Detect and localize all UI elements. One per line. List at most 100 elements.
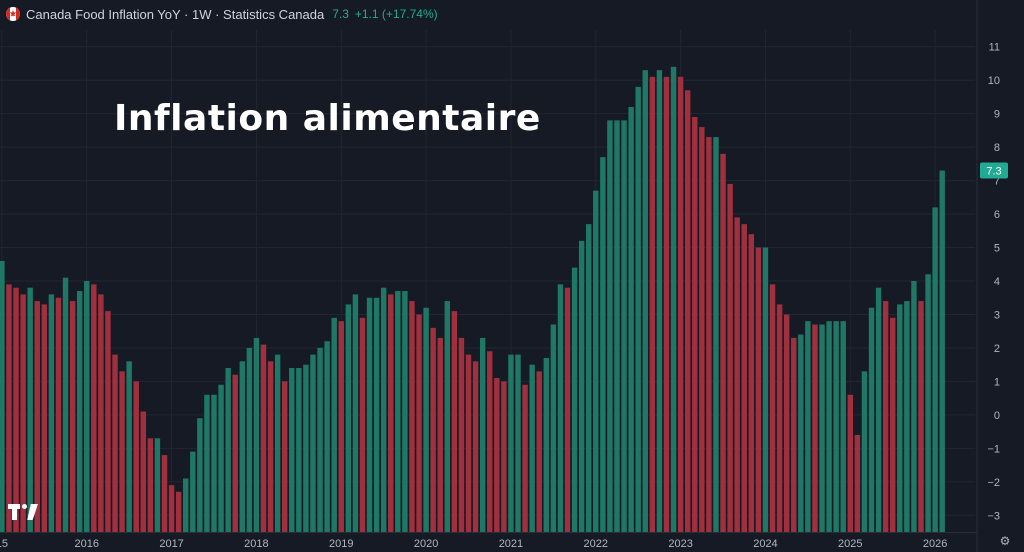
data-bar[interactable] bbox=[635, 86, 641, 532]
data-bar[interactable] bbox=[105, 311, 111, 532]
data-bar[interactable] bbox=[55, 297, 62, 532]
data-bar[interactable] bbox=[41, 304, 48, 532]
data-bar[interactable] bbox=[600, 157, 606, 532]
data-bar[interactable] bbox=[27, 287, 33, 532]
data-bar[interactable] bbox=[437, 337, 443, 532]
data-bar[interactable] bbox=[670, 66, 677, 533]
data-bar[interactable] bbox=[494, 378, 500, 532]
data-bar[interactable] bbox=[6, 284, 12, 532]
data-bar[interactable] bbox=[69, 301, 76, 532]
data-bar[interactable] bbox=[154, 438, 161, 532]
data-bar[interactable] bbox=[13, 287, 19, 532]
data-bar[interactable] bbox=[833, 321, 839, 532]
tradingview-logo-icon[interactable] bbox=[8, 502, 40, 522]
data-bar[interactable] bbox=[395, 291, 401, 532]
data-bar[interactable] bbox=[331, 317, 337, 532]
data-bar[interactable] bbox=[939, 170, 945, 532]
data-bar[interactable] bbox=[741, 224, 747, 532]
data-bar[interactable] bbox=[239, 361, 245, 532]
data-bar[interactable] bbox=[161, 455, 168, 532]
data-bar[interactable] bbox=[692, 117, 698, 532]
settings-icon[interactable]: ⚙ bbox=[999, 534, 1011, 548]
data-bar[interactable] bbox=[352, 294, 359, 532]
data-bar[interactable] bbox=[147, 438, 154, 532]
data-bar[interactable] bbox=[550, 324, 557, 532]
data-bar[interactable] bbox=[218, 384, 224, 532]
data-bar[interactable] bbox=[380, 287, 387, 532]
data-bar[interactable] bbox=[430, 327, 436, 532]
data-bar[interactable] bbox=[183, 478, 189, 532]
data-bar[interactable] bbox=[890, 317, 896, 532]
data-bar[interactable] bbox=[882, 301, 889, 532]
data-bar[interactable] bbox=[904, 301, 910, 532]
data-bar[interactable] bbox=[621, 120, 627, 533]
data-bar[interactable] bbox=[296, 368, 302, 532]
data-bar[interactable] bbox=[175, 491, 182, 532]
data-bar[interactable] bbox=[62, 277, 69, 532]
data-bar[interactable] bbox=[543, 357, 549, 532]
data-bar[interactable] bbox=[197, 418, 203, 532]
data-bar[interactable] bbox=[677, 76, 684, 532]
data-bar[interactable] bbox=[586, 224, 592, 532]
data-bar[interactable] bbox=[458, 337, 465, 532]
data-bar[interactable] bbox=[727, 183, 733, 533]
data-bar[interactable] bbox=[48, 294, 55, 532]
data-bar[interactable] bbox=[925, 274, 931, 532]
data-bar[interactable] bbox=[783, 314, 790, 532]
data-bar[interactable] bbox=[76, 291, 83, 532]
data-bar[interactable] bbox=[423, 307, 429, 532]
data-bar[interactable] bbox=[571, 267, 578, 532]
data-bar[interactable] bbox=[826, 321, 832, 532]
data-bar[interactable] bbox=[557, 284, 564, 532]
data-bar[interactable] bbox=[720, 153, 726, 532]
data-bar[interactable] bbox=[472, 361, 479, 532]
data-bar[interactable] bbox=[932, 207, 938, 532]
data-bar[interactable] bbox=[819, 324, 825, 532]
data-bar[interactable] bbox=[578, 240, 585, 532]
data-bar[interactable] bbox=[345, 304, 352, 532]
data-bar[interactable] bbox=[0, 260, 5, 532]
data-bar[interactable] bbox=[847, 394, 853, 532]
data-bar[interactable] bbox=[359, 317, 366, 532]
data-bar[interactable] bbox=[409, 301, 415, 532]
data-bar[interactable] bbox=[246, 347, 253, 532]
data-bar[interactable] bbox=[338, 321, 344, 532]
data-bar[interactable] bbox=[317, 347, 323, 532]
data-bar[interactable] bbox=[402, 291, 408, 532]
data-bar[interactable] bbox=[84, 281, 90, 532]
data-bar[interactable] bbox=[706, 137, 712, 533]
data-bar[interactable] bbox=[593, 190, 599, 532]
data-bar[interactable] bbox=[303, 364, 309, 532]
data-bar[interactable] bbox=[663, 76, 670, 532]
data-bar[interactable] bbox=[34, 301, 40, 532]
data-bar[interactable] bbox=[748, 234, 755, 532]
data-bar[interactable] bbox=[98, 294, 104, 532]
data-bar[interactable] bbox=[190, 451, 196, 532]
data-bar[interactable] bbox=[451, 311, 458, 532]
data-bar[interactable] bbox=[508, 354, 514, 532]
data-bar[interactable] bbox=[918, 301, 924, 532]
data-bar[interactable] bbox=[225, 368, 231, 532]
data-bar[interactable] bbox=[656, 70, 663, 532]
data-bar[interactable] bbox=[112, 354, 118, 532]
data-bar[interactable] bbox=[911, 281, 917, 532]
data-bar[interactable] bbox=[791, 337, 797, 532]
data-bar[interactable] bbox=[536, 371, 542, 532]
data-bar[interactable] bbox=[282, 381, 288, 532]
data-bar[interactable] bbox=[133, 381, 139, 532]
data-bar[interactable] bbox=[119, 371, 125, 532]
data-bar[interactable] bbox=[798, 334, 804, 532]
data-bar[interactable] bbox=[487, 351, 493, 532]
data-bar[interactable] bbox=[168, 485, 175, 532]
data-bar[interactable] bbox=[479, 337, 486, 532]
data-bar[interactable] bbox=[607, 120, 613, 533]
data-bar[interactable] bbox=[897, 304, 903, 532]
data-bar[interactable] bbox=[324, 341, 330, 532]
data-bar[interactable] bbox=[649, 76, 656, 532]
data-bar[interactable] bbox=[416, 314, 422, 532]
data-bar[interactable] bbox=[465, 354, 472, 532]
data-bar[interactable] bbox=[366, 297, 373, 532]
data-bar[interactable] bbox=[713, 137, 719, 533]
data-bar[interactable] bbox=[388, 294, 394, 532]
